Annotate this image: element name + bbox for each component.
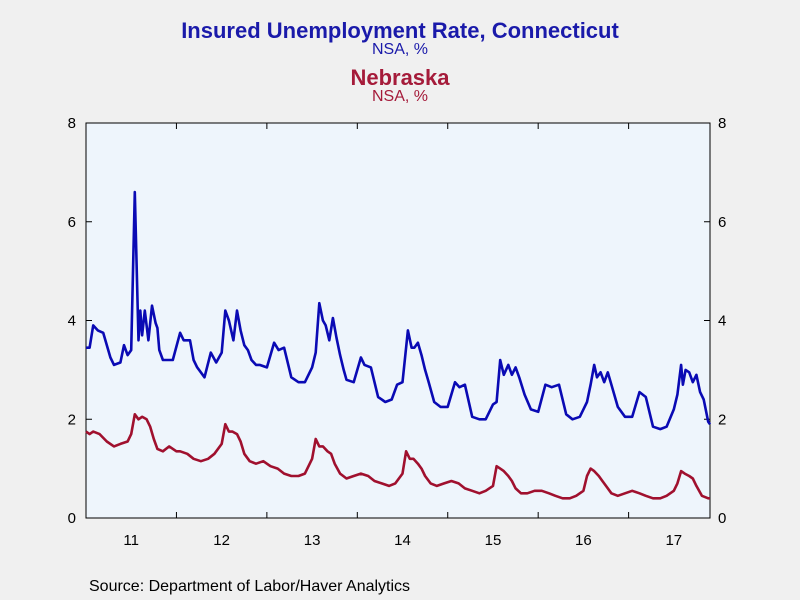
plot-area xyxy=(85,122,711,519)
y-tick-label-left: 4 xyxy=(68,313,76,330)
chart-title-connecticut: Insured Unemployment Rate, Connecticut xyxy=(181,18,619,43)
y-tick-label-left: 0 xyxy=(68,510,76,527)
x-tick-label: 12 xyxy=(213,532,230,549)
source-note: Source: Department of Labor/Haver Analyt… xyxy=(89,578,411,595)
y-tick-label-right: 6 xyxy=(718,214,726,231)
x-tick-label: 11 xyxy=(123,532,139,549)
x-tick-label: 13 xyxy=(304,532,321,549)
y-tick-label-right: 4 xyxy=(718,313,726,330)
y-tick-label-right: 8 xyxy=(718,115,726,132)
series-line-nebraska xyxy=(85,413,710,500)
series-lines xyxy=(85,190,712,500)
units-nebraska: NSA, % xyxy=(371,88,428,105)
y-axis-left: 0 2 4 6 8 xyxy=(68,115,92,527)
series-line-connecticut xyxy=(86,190,712,431)
y-tick-label-left: 2 xyxy=(68,411,76,428)
x-tick-label: 16 xyxy=(575,532,592,549)
x-tick-label: 17 xyxy=(665,532,682,549)
units-connecticut: NSA, % xyxy=(371,41,428,58)
y-tick-label-left: 6 xyxy=(68,214,76,231)
y-tick-label-left: 8 xyxy=(68,115,76,132)
y-tick-label-right: 2 xyxy=(718,411,726,428)
x-tick-label: 15 xyxy=(485,532,502,549)
x-tick-label: 14 xyxy=(394,532,411,549)
y-tick-label-right: 0 xyxy=(718,510,726,527)
chart-title-nebraska: Nebraska xyxy=(350,65,450,90)
x-axis: 11 12 13 14 15 16 17 xyxy=(85,123,682,549)
